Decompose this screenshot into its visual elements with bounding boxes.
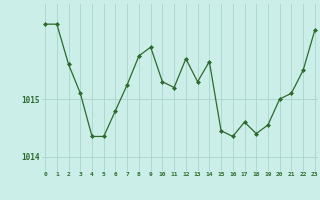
- Text: Graphe pression niveau de la mer (hPa): Graphe pression niveau de la mer (hPa): [65, 183, 255, 192]
